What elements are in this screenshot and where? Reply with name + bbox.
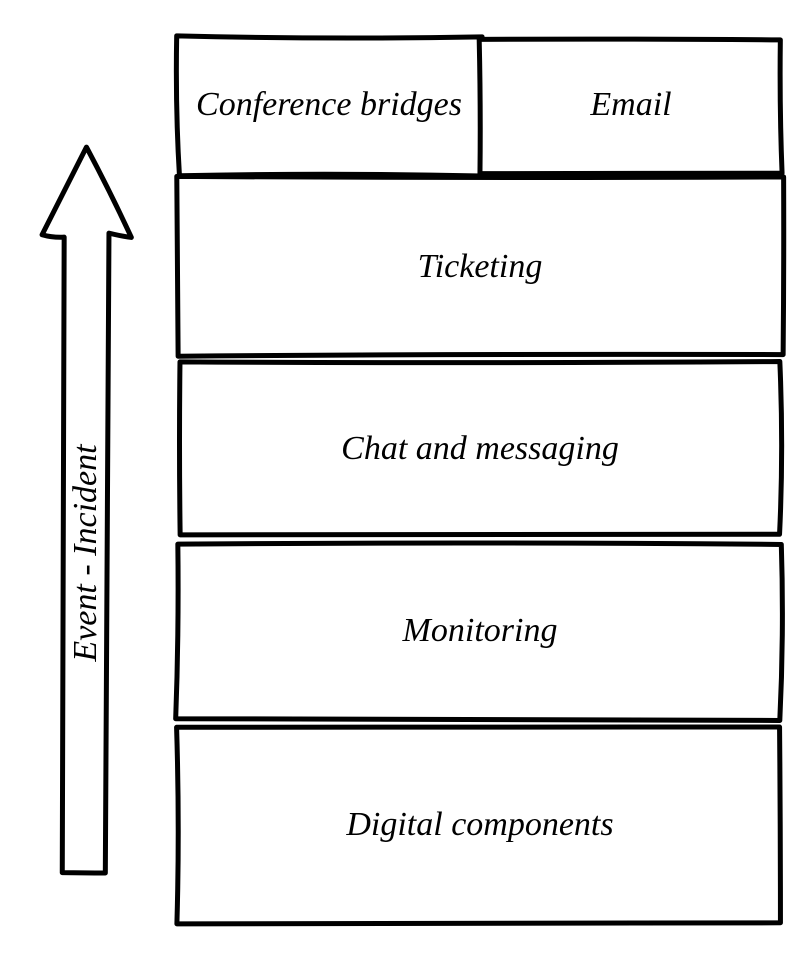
- box-email: Email: [488, 38, 774, 173]
- box-chat-and-messaging: Chat and messaging: [186, 361, 774, 537]
- box-ticketing: Ticketing: [186, 179, 774, 355]
- box-conference-bridges: Conference bridges: [186, 38, 472, 173]
- arrow-label-event-incident: Event - Incident: [67, 444, 105, 661]
- box-monitoring: Monitoring: [186, 543, 774, 719]
- box-digital-components: Digital components: [186, 725, 774, 925]
- diagram-canvas: Conference bridgesEmailTicketingChat and…: [0, 0, 800, 976]
